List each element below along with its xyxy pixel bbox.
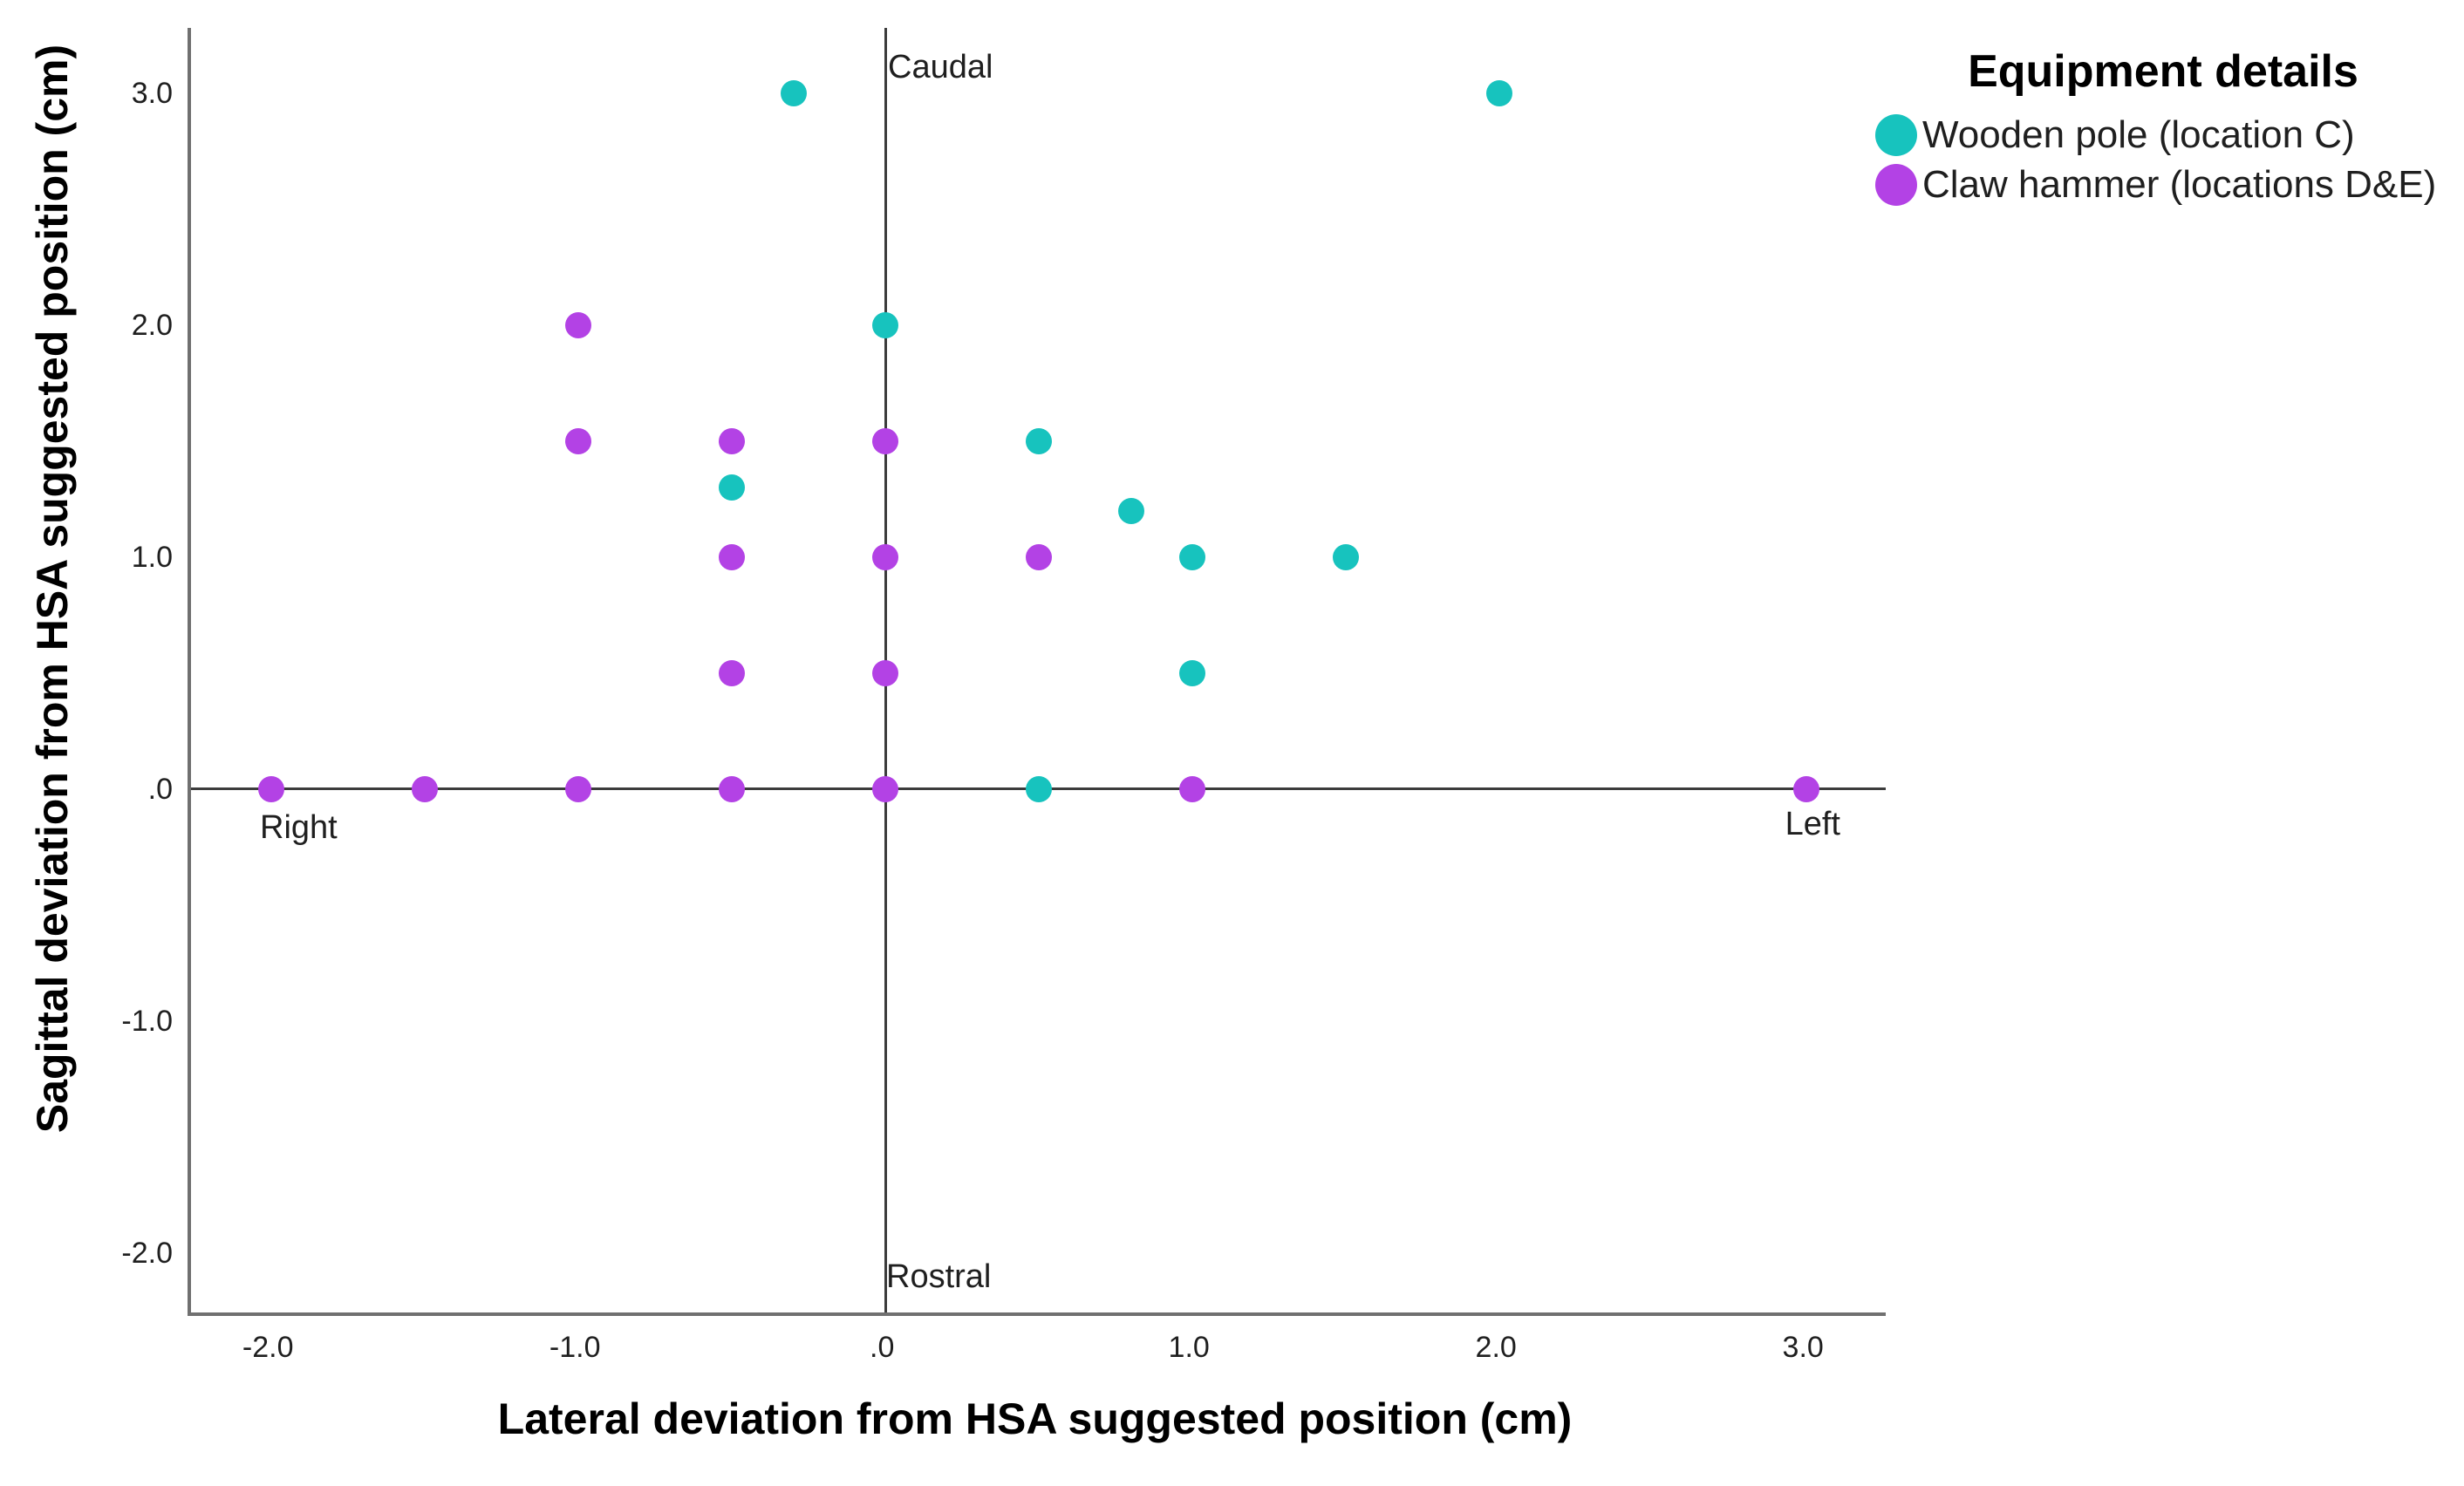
y-axis-title: Sagittal deviation from HSA suggested po… — [28, 44, 77, 1134]
data-point — [1486, 80, 1513, 106]
annotation-caudal: Caudal — [888, 49, 993, 85]
legend-title: Equipment details — [1968, 46, 2358, 97]
x-tick-label: 1.0 — [1168, 1331, 1210, 1364]
data-point — [780, 80, 807, 106]
data-point — [1179, 659, 1206, 686]
data-point — [565, 311, 592, 338]
y-tick-label: 1.0 — [131, 540, 173, 574]
data-point — [872, 775, 899, 802]
data-point — [719, 427, 746, 454]
data-point — [1179, 543, 1206, 570]
x-axis-title: Lateral deviation from HSA suggested pos… — [497, 1394, 1573, 1443]
y-tick-label: 3.0 — [131, 77, 173, 110]
data-point — [719, 659, 746, 686]
data-point — [412, 775, 439, 802]
legend-swatch-purple-icon — [1875, 163, 1917, 206]
data-point — [1793, 775, 1820, 802]
data-point — [1117, 497, 1144, 524]
data-point — [258, 775, 285, 802]
y-tick-label: -2.0 — [121, 1236, 173, 1270]
data-point — [872, 427, 899, 454]
y-tick-label: .0 — [147, 772, 173, 806]
data-point — [565, 427, 592, 454]
x-tick-label: .0 — [870, 1331, 895, 1364]
data-point — [872, 543, 899, 570]
data-point — [719, 474, 746, 501]
data-point — [1026, 543, 1053, 570]
data-point — [872, 659, 899, 686]
data-point — [719, 775, 746, 802]
data-point — [872, 311, 899, 338]
legend-item: Claw hammer (locations D&E) — [1875, 160, 2451, 209]
legend: Equipment details Wooden pole (location … — [1875, 45, 2451, 209]
legend-item-label: Claw hammer (locations D&E) — [1922, 162, 2437, 206]
data-point — [1026, 427, 1053, 454]
data-point — [1179, 775, 1206, 802]
annotation-left: Left — [1785, 806, 1840, 842]
annotation-rostral: Rostral — [886, 1258, 992, 1295]
legend-swatch-teal-icon — [1875, 113, 1917, 156]
x-tick-label: 2.0 — [1475, 1331, 1517, 1364]
data-point — [1026, 775, 1053, 802]
legend-item: Wooden pole (location C) — [1875, 110, 2451, 160]
x-tick-label: -1.0 — [549, 1331, 601, 1364]
y-tick-label: -1.0 — [121, 1004, 173, 1038]
plot-area — [188, 28, 1886, 1316]
data-point — [1333, 543, 1360, 570]
annotation-right: Right — [260, 809, 338, 846]
data-point — [719, 543, 746, 570]
data-point — [565, 775, 592, 802]
x-tick-label: 3.0 — [1782, 1331, 1824, 1364]
y-tick-label: 2.0 — [131, 308, 173, 342]
x-tick-label: -2.0 — [242, 1331, 294, 1364]
legend-item-label: Wooden pole (location C) — [1922, 112, 2355, 156]
